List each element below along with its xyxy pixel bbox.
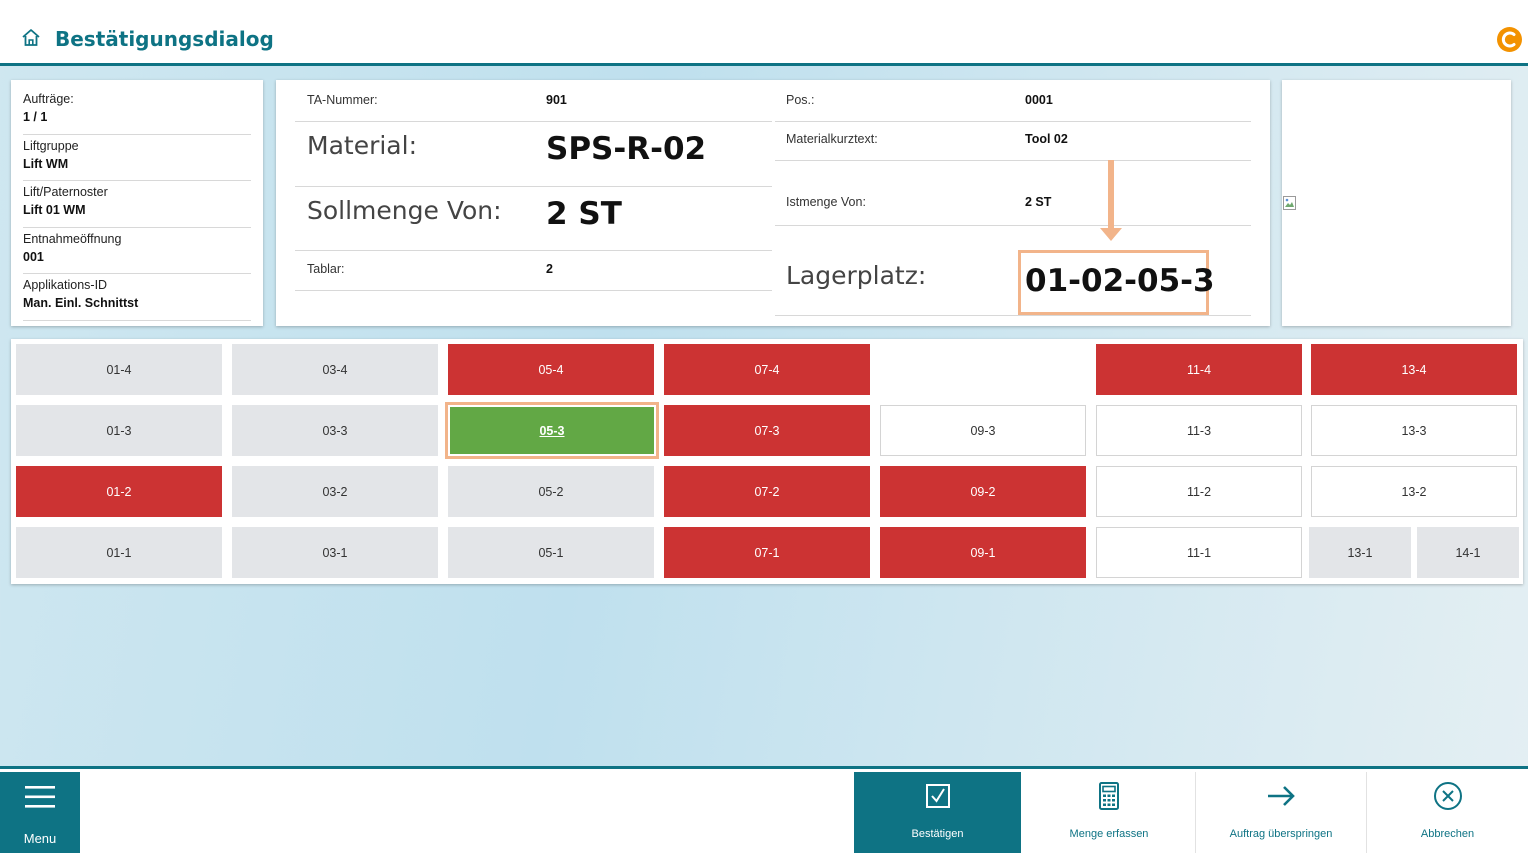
ta-nummer-value: 901 — [546, 93, 567, 107]
close-circle-icon — [1433, 782, 1462, 810]
skip-order-label: Auftrag überspringen — [1229, 828, 1333, 840]
grid-cell-03-2[interactable]: 03-2 — [232, 466, 438, 517]
info-value: Lift WM — [23, 156, 69, 171]
info-item-applikations-id: Applikations-ID Man. Einl. Schnittst — [23, 274, 251, 321]
info-label: Aufträge: — [23, 92, 74, 106]
enter-quantity-label: Menge erfassen — [1069, 828, 1149, 840]
materialkurztext-label: Materialkurztext: — [786, 132, 878, 146]
grid-cell-05-4[interactable]: 05-4 — [448, 344, 654, 395]
info-label: Liftgruppe — [23, 138, 79, 153]
pointer-arrow-shaft — [1108, 160, 1114, 230]
istmenge-label: Istmenge Von: — [786, 195, 866, 209]
lagerplatz-highlight: 01-02-05-3 — [1018, 250, 1215, 315]
selected-cell-frame — [445, 402, 659, 459]
info-item-entnahmeoeffnung: Entnahmeöffnung 001 — [23, 228, 251, 275]
grid-cell-07-1[interactable]: 07-1 — [664, 527, 870, 578]
sollmenge-label: Sollmenge Von: — [307, 196, 502, 225]
action-bar: Menu Bestätigen Menge erfassen Auftrag ü… — [0, 766, 1528, 853]
grid-cell-05-3[interactable]: 05-3 — [450, 407, 654, 454]
grid-cell-03-3[interactable]: 03-3 — [232, 405, 438, 456]
info-value: 001 — [23, 249, 44, 264]
grid-cell-07-2[interactable]: 07-2 — [664, 466, 870, 517]
info-label: Entnahmeöffnung — [23, 231, 122, 246]
row-material: Material: SPS-R-02 — [295, 122, 772, 187]
hamburger-icon — [25, 786, 55, 808]
grid-cell-11-2[interactable]: 11-2 — [1096, 466, 1302, 517]
arrow-right-icon — [1268, 786, 1295, 806]
cancel-button[interactable]: Abbrechen — [1367, 772, 1528, 853]
info-item-liftgruppe: Liftgruppe Lift WM — [23, 135, 251, 182]
lagerplatz-value: 01-02-05-3 — [1025, 263, 1215, 299]
material-image-panel — [1282, 80, 1511, 326]
istmenge-value: 2 ST — [1025, 195, 1052, 209]
grid-cell-01-3[interactable]: 01-3 — [16, 405, 222, 456]
grid-cell-07-3[interactable]: 07-3 — [664, 405, 870, 456]
cancel-label: Abbrechen — [1420, 828, 1475, 840]
material-value: SPS-R-02 — [546, 131, 707, 167]
grid-cell-11-3[interactable]: 11-3 — [1096, 405, 1302, 456]
row-materialkurztext: Materialkurztext: Tool 02 — [775, 122, 1251, 161]
materialkurztext-value: Tool 02 — [1025, 132, 1068, 146]
broken-image-icon — [1283, 196, 1296, 210]
grid-cell-01-2[interactable]: 01-2 — [16, 466, 222, 517]
grid-cell-14-1[interactable]: 14-1 — [1417, 527, 1519, 578]
info-item-lift: Lift/Paternoster Lift 01 WM — [23, 181, 251, 228]
pointer-arrow-head — [1100, 228, 1122, 241]
calculator-icon — [1099, 782, 1119, 810]
grid-cell-09-2[interactable]: 09-2 — [880, 466, 1086, 517]
info-item-auftraege: Aufträge: 1 / 1 — [23, 88, 251, 135]
skip-order-button[interactable]: Auftrag überspringen — [1196, 772, 1366, 853]
grid-cell-03-1[interactable]: 03-1 — [232, 527, 438, 578]
menu-button[interactable]: Menu — [0, 772, 80, 853]
row-ta-nummer: TA-Nummer: 901 — [295, 80, 772, 122]
pos-value: 0001 — [1025, 93, 1053, 107]
info-value: Lift 01 WM — [23, 203, 86, 218]
grid-cell-05-1[interactable]: 05-1 — [448, 527, 654, 578]
grid-cell-03-4[interactable]: 03-4 — [232, 344, 438, 395]
pos-label: Pos.: — [786, 93, 815, 107]
grid-cell-13-2[interactable]: 13-2 — [1311, 466, 1517, 517]
lagerplatz-label: Lagerplatz: — [786, 261, 927, 290]
home-icon[interactable] — [21, 28, 41, 48]
enter-quantity-button[interactable]: Menge erfassen — [1024, 772, 1194, 853]
grid-cell-07-4[interactable]: 07-4 — [664, 344, 870, 395]
footer-divider — [1195, 772, 1196, 853]
grid-cell-13-3[interactable]: 13-3 — [1311, 405, 1517, 456]
confirm-label: Bestätigen — [911, 828, 964, 840]
order-details-panel: TA-Nummer: 901 Material: SPS-R-02 Sollme… — [276, 80, 1270, 326]
grid-cell-01-1[interactable]: 01-1 — [16, 527, 222, 578]
order-info-panel: Aufträge: 1 / 1 Liftgruppe Lift WM Lift/… — [11, 80, 263, 326]
storage-grid: 01-4 03-4 05-4 07-4 11-4 13-4 01-3 03-3 … — [11, 339, 1523, 584]
info-label: Applikations-ID — [23, 278, 108, 293]
row-lagerplatz: Lagerplatz: — [775, 226, 1251, 316]
row-istmenge: Istmenge Von: 2 ST — [775, 161, 1251, 226]
footer-divider — [1366, 772, 1367, 853]
menu-label: Menu — [23, 831, 57, 846]
tablar-label: Tablar: — [307, 262, 345, 276]
grid-cell-13-4[interactable]: 13-4 — [1311, 344, 1517, 395]
material-label: Material: — [307, 131, 417, 160]
app-header: Bestätigungsdialog — [0, 0, 1528, 66]
row-pos: Pos.: 0001 — [775, 80, 1251, 122]
row-sollmenge: Sollmenge Von: 2 ST — [295, 187, 772, 251]
grid-cell-11-4[interactable]: 11-4 — [1096, 344, 1302, 395]
confirm-button[interactable]: Bestätigen — [854, 772, 1021, 853]
grid-cell-01-4[interactable]: 01-4 — [16, 344, 222, 395]
info-value: Man. Einl. Schnittst — [23, 296, 139, 311]
brand-logo-icon — [1497, 27, 1522, 52]
grid-cell-13-1[interactable]: 13-1 — [1309, 527, 1411, 578]
grid-cell-09-1[interactable]: 09-1 — [880, 527, 1086, 578]
page-title: Bestätigungsdialog — [55, 27, 274, 51]
ta-nummer-label: TA-Nummer: — [307, 93, 378, 107]
sollmenge-value: 2 ST — [546, 196, 622, 232]
info-label: Lift/Paternoster — [23, 185, 108, 200]
checkbox-icon — [925, 784, 950, 808]
info-value: 1 / 1 — [23, 110, 48, 124]
grid-cell-09-3[interactable]: 09-3 — [880, 405, 1086, 456]
grid-cell-11-1[interactable]: 11-1 — [1096, 527, 1302, 578]
tablar-value: 2 — [546, 262, 553, 276]
row-tablar: Tablar: 2 — [295, 251, 772, 291]
grid-cell-05-2[interactable]: 05-2 — [448, 466, 654, 517]
